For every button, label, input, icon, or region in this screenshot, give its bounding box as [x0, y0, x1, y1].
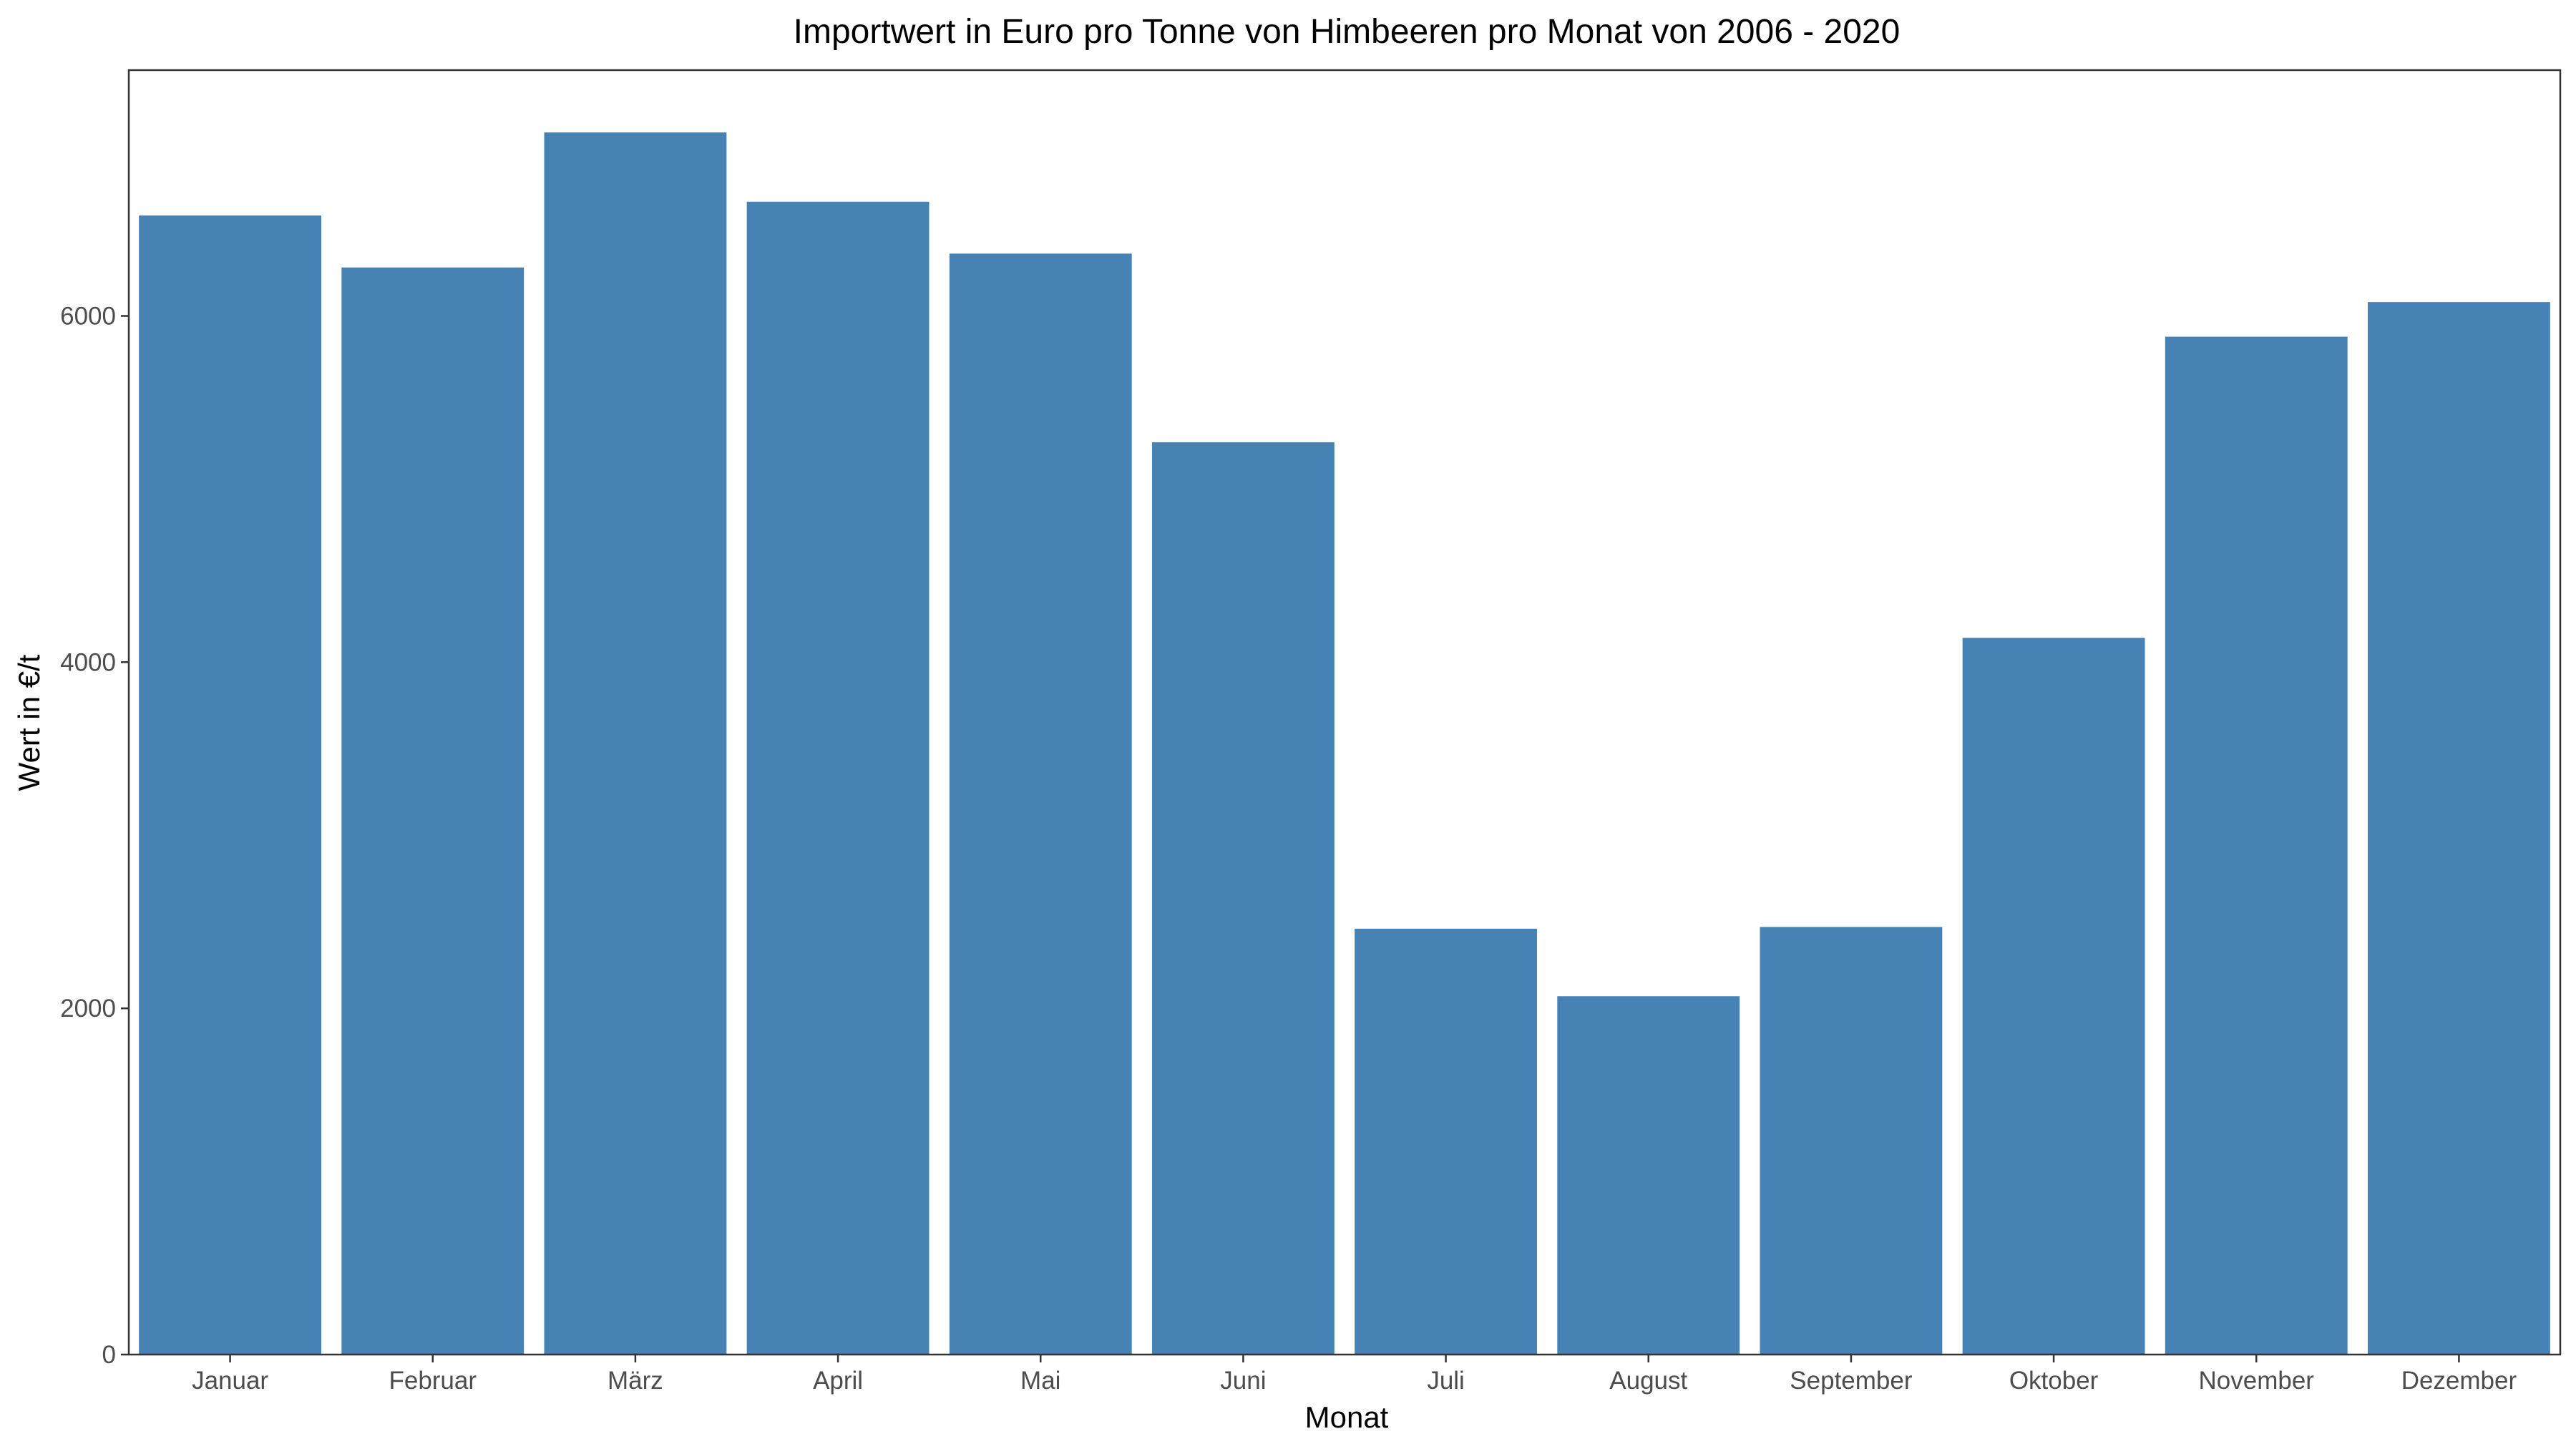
x-tick-label: Februar [389, 1367, 477, 1395]
y-tick-label: 2000 [60, 995, 116, 1023]
x-axis-title: Monat [1305, 1400, 1389, 1434]
x-axis: Januar Februar März April Mai Juni Juli August S… [192, 1355, 2517, 1395]
x-tick-label: Juni [1220, 1367, 1266, 1395]
plot-panel-border [127, 69, 2562, 1356]
bar-mai [949, 253, 1132, 1355]
x-tick-label: April [813, 1367, 863, 1395]
x-tick-label: Januar [192, 1367, 268, 1395]
bar-juli [1355, 928, 1538, 1355]
bar-september [1760, 927, 1943, 1355]
bar-dezember [2367, 302, 2550, 1355]
bar-februar [341, 267, 525, 1355]
bar-oktober [1962, 638, 2145, 1355]
y-axis-title: Wert in €/t [12, 654, 46, 791]
bar-märz [544, 132, 727, 1355]
bar-juni [1151, 442, 1335, 1355]
bar-april [746, 201, 930, 1355]
y-axis: 0 2000 4000 6000 [60, 303, 129, 1369]
y-tick-label: 0 [102, 1341, 116, 1369]
x-tick-label: März [608, 1367, 663, 1395]
y-tick-label: 4000 [60, 648, 116, 676]
x-tick-label: Dezember [2401, 1367, 2517, 1395]
bars-group [139, 132, 2550, 1355]
x-tick-label: Mai [1020, 1367, 1060, 1395]
y-tick-label: 6000 [60, 303, 116, 331]
bar-november [2165, 336, 2348, 1355]
x-tick-label: November [2199, 1367, 2315, 1395]
bar-januar [139, 215, 322, 1355]
x-tick-label: Juli [1427, 1367, 1465, 1395]
x-tick-label: September [1790, 1367, 1913, 1395]
bar-august [1557, 996, 1740, 1355]
x-tick-label: August [1609, 1367, 1687, 1395]
x-tick-label: Oktober [2009, 1367, 2099, 1395]
chart-title: Importwert in Euro pro Tonne von Himbeer… [794, 13, 1901, 51]
